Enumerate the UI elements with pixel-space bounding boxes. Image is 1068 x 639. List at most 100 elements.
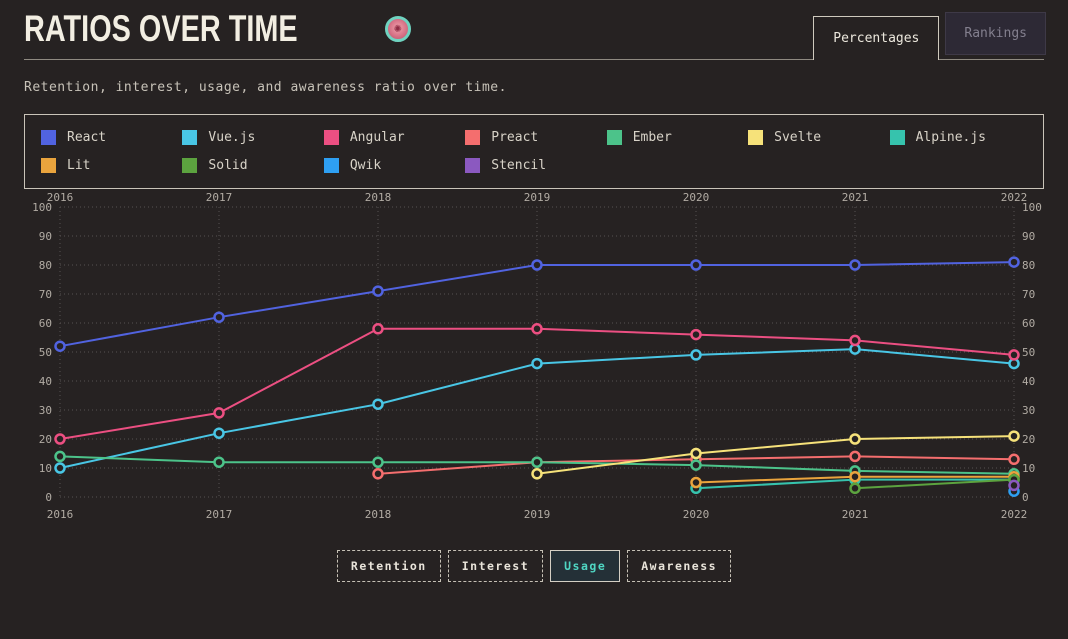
line-chart: 2016201620172017201820182019201920202020… — [32, 191, 1042, 521]
data-point-angular-2017[interactable] — [213, 407, 225, 419]
legend-label: Stencil — [491, 158, 547, 173]
svg-text:70: 70 — [1022, 288, 1035, 301]
svg-text:2022: 2022 — [1001, 508, 1028, 521]
flower-badge-icon: ✺ — [384, 15, 411, 42]
data-point-preact-2021[interactable] — [849, 450, 861, 463]
legend: React Vue.js Angular Preact Ember Svelte Alpin… — [24, 114, 1044, 189]
svg-text:2018: 2018 — [365, 191, 392, 204]
legend-item-vuejs[interactable]: Vue.js — [182, 130, 319, 145]
svg-text:2016: 2016 — [47, 191, 74, 204]
svg-text:2021: 2021 — [842, 191, 869, 204]
chart-subtitle: Retention, interest, usage, and awarenes… — [24, 80, 507, 95]
svg-text:90: 90 — [1022, 230, 1035, 243]
legend-label: Vue.js — [208, 130, 256, 145]
svg-text:2017: 2017 — [206, 508, 233, 521]
data-point-solid-2021[interactable] — [849, 482, 861, 495]
svg-text:30: 30 — [39, 404, 52, 417]
metric-button-awareness[interactable]: Awareness — [627, 550, 732, 582]
data-point-react-2022[interactable] — [1008, 256, 1020, 268]
legend-label: Alpine.js — [915, 130, 987, 145]
data-point-ember-2016[interactable] — [54, 450, 66, 463]
data-point-preact-2018[interactable] — [372, 468, 384, 480]
legend-swatch — [41, 130, 56, 145]
data-point-vuejs-2018[interactable] — [372, 398, 384, 410]
legend-label: Svelte — [774, 130, 822, 145]
legend-swatch — [182, 158, 198, 173]
legend-item-lit[interactable]: Lit — [41, 158, 178, 173]
data-point-angular-2020[interactable] — [690, 328, 702, 341]
data-point-preact-2022[interactable] — [1008, 453, 1020, 466]
data-point-angular-2022[interactable] — [1008, 349, 1020, 361]
metric-button-interest[interactable]: Interest — [447, 550, 544, 582]
data-point-react-2020[interactable] — [690, 259, 702, 271]
data-point-angular-2016[interactable] — [54, 433, 66, 445]
legend-item-solid[interactable]: Solid — [182, 158, 319, 173]
legend-item-ember[interactable]: Ember — [606, 130, 744, 145]
svg-text:50: 50 — [39, 346, 52, 359]
legend-item-alpinejs[interactable]: Alpine.js — [889, 130, 1027, 145]
data-point-ember-2018[interactable] — [372, 456, 384, 468]
svg-text:2020: 2020 — [683, 508, 710, 521]
svg-text:2017: 2017 — [206, 191, 233, 204]
svg-text:40: 40 — [1022, 375, 1035, 388]
legend-item-angular[interactable]: Angular — [323, 130, 461, 145]
svg-text:20: 20 — [39, 433, 52, 446]
svg-text:100: 100 — [32, 201, 52, 214]
data-point-angular-2019[interactable] — [531, 323, 543, 335]
legend-swatch — [41, 158, 56, 173]
legend-label: Lit — [67, 158, 91, 173]
data-point-angular-2021[interactable] — [849, 334, 861, 347]
legend-item-stencil[interactable]: Stencil — [465, 158, 602, 173]
tab-rankings[interactable]: Rankings — [945, 12, 1046, 55]
data-point-react-2021[interactable] — [849, 259, 861, 271]
legend-item-qwik[interactable]: Qwik — [323, 158, 461, 173]
view-tabs: Percentages Rankings — [813, 12, 1046, 60]
data-point-ember-2019[interactable] — [531, 456, 543, 468]
data-point-svelte-2022[interactable] — [1008, 430, 1020, 442]
metric-button-retention[interactable]: Retention — [336, 550, 441, 582]
title-wrap: RATIOS OVER TIME ✺ — [24, 10, 411, 59]
legend-item-preact[interactable]: Preact — [465, 130, 602, 145]
data-point-angular-2018[interactable] — [372, 323, 384, 335]
legend-label: Ember — [632, 130, 672, 145]
data-point-ember-2017[interactable] — [213, 456, 225, 468]
header: RATIOS OVER TIME ✺ Percentages Rankings — [24, 0, 1046, 60]
data-point-vuejs-2020[interactable] — [690, 349, 702, 361]
data-point-stencil-2022[interactable] — [1008, 479, 1020, 492]
legend-item-svelte[interactable]: Svelte — [748, 130, 885, 145]
data-point-svelte-2020[interactable] — [690, 447, 702, 460]
data-point-lit-2020[interactable] — [690, 476, 702, 489]
svg-text:40: 40 — [39, 375, 52, 388]
legend-swatch — [465, 130, 481, 145]
tab-percentages[interactable]: Percentages — [813, 16, 940, 60]
svg-text:80: 80 — [1022, 259, 1035, 272]
data-point-vuejs-2017[interactable] — [213, 427, 225, 439]
data-point-vuejs-2016[interactable] — [54, 462, 66, 474]
legend-item-react[interactable]: React — [41, 130, 178, 145]
svg-text:20: 20 — [1022, 433, 1035, 446]
chart-area: 2016 2016 2017 2017 2018 2018 2019 2019 2020 2020… — [24, 189, 1044, 528]
data-point-ember-2020[interactable] — [690, 459, 702, 471]
svg-text:0: 0 — [1022, 491, 1029, 504]
svg-text:70: 70 — [39, 288, 52, 301]
data-point-react-2018[interactable] — [372, 285, 384, 297]
legend-swatch — [323, 158, 339, 173]
legend-swatch — [748, 130, 764, 145]
legend-label: Solid — [208, 158, 248, 173]
data-point-svelte-2021[interactable] — [849, 433, 861, 445]
data-point-vuejs-2019[interactable] — [531, 357, 543, 370]
legend-swatch — [889, 130, 905, 145]
data-point-svelte-2019[interactable] — [531, 468, 543, 480]
legend-label: Preact — [491, 130, 539, 145]
data-point-react-2017[interactable] — [213, 311, 225, 323]
svg-text:2016: 2016 — [47, 508, 74, 521]
page: RATIOS OVER TIME ✺ Percentages Rankings R… — [24, 0, 1046, 582]
data-point-react-2019[interactable] — [531, 259, 543, 271]
data-point-react-2016[interactable] — [54, 340, 66, 352]
data-point-lit-2021[interactable] — [849, 470, 861, 483]
metric-button-usage[interactable]: Usage — [550, 550, 621, 582]
svg-text:100: 100 — [1022, 201, 1042, 214]
legend-label: Angular — [349, 130, 405, 145]
svg-text:2022: 2022 — [1001, 191, 1028, 204]
svg-text:30: 30 — [1022, 404, 1035, 417]
